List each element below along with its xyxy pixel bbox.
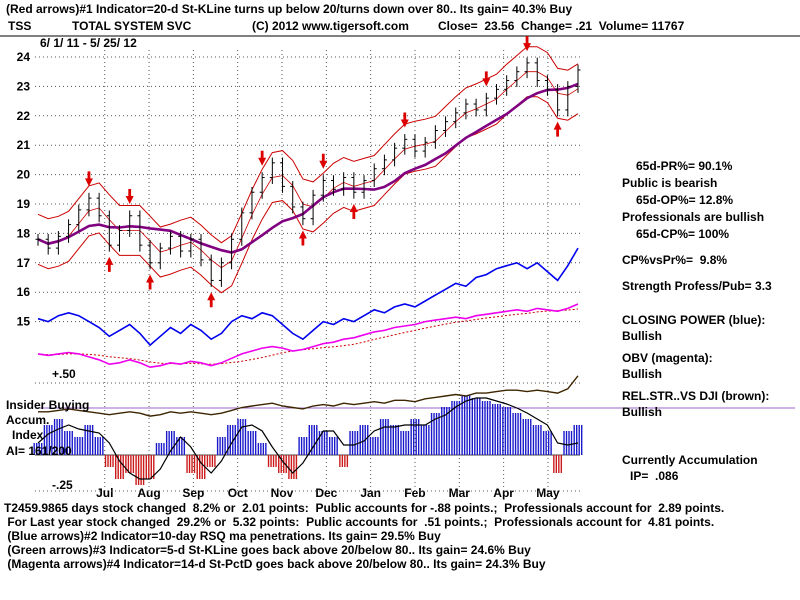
grid: 24 23 22 21 20 19 18 17 16 15 Jul Aug Sep Oct Nov Dec Ja… <box>0 35 800 500</box>
ticker-symbol: TSS <box>8 19 32 33</box>
y-axis-label: 19 <box>17 197 31 211</box>
ai-value: AI= 161/200 <box>6 444 72 458</box>
copyright-text: (C) 2012 www.tigersoft.com <box>252 19 409 33</box>
y-axis-label: 18 <box>17 226 31 240</box>
buy-arrow-icon <box>298 230 307 246</box>
sell-arrow-icon <box>319 153 328 169</box>
footer-stats-65d: T2459.9865 days stock changed 8.2% or 2.… <box>4 501 725 515</box>
indicator4-summary: (Magenta arrows)#4 Indicator=14-d St-Pct… <box>4 557 546 571</box>
x-axis-month-label: Jul <box>96 486 113 500</box>
company-name: TOTAL SYSTEM SVC <box>72 19 192 33</box>
x-axis-month-label: Sep <box>182 486 204 500</box>
sell-arrow-icon <box>482 71 491 87</box>
date-range: 6/ 1/ 11 - 5/ 25/ 12 <box>40 36 137 50</box>
professional-sentiment: Professionals are bullish <box>622 210 765 224</box>
footer-stats-year: For Last year stock changed 29.2% or 5.3… <box>4 515 715 529</box>
insider-buying-label: Insider Buying <box>6 398 90 412</box>
buy-arrow-icon <box>146 274 155 290</box>
lower-band-line <box>37 96 579 294</box>
sell-arrow-icon <box>400 112 409 128</box>
stat-65d-pr: 65d-PR%= 90.1% <box>636 159 733 173</box>
y-axis-label: 15 <box>17 315 31 329</box>
sell-arrow-icon <box>258 150 267 166</box>
signal-arrows <box>84 36 562 308</box>
ip-value: IP= .086 <box>630 469 679 483</box>
x-axis-month-label: Feb <box>404 486 425 500</box>
accumulation-envelope-line <box>37 397 579 480</box>
relstr-state: Bullish <box>622 405 663 419</box>
x-axis-month-label: Oct <box>228 486 248 500</box>
sell-arrow-icon <box>523 36 532 52</box>
obv-state: Bullish <box>622 367 663 381</box>
indicator3-summary: (Green arrows)#3 Indicator=5-d St-KLine … <box>4 543 531 557</box>
indicator2-summary: (Blue arrows)#2 Indicator=10-day RSQ ma … <box>4 529 441 543</box>
x-axis-month-label: Dec <box>315 486 337 500</box>
closing-power-line <box>37 247 579 347</box>
y-axis-label: 21 <box>17 138 31 152</box>
obv-label: OBV (magenta): <box>622 351 713 365</box>
subpanel-minus25-label: -.25 <box>52 478 73 492</box>
stat-65d-op: 65d-OP%= 12.8% <box>636 193 734 207</box>
x-axis-month-label: Nov <box>271 486 294 500</box>
stat-65d-cp: 65d-CP%= 100% <box>636 227 730 241</box>
closing-power-label: CLOSING POWER (blue): <box>622 313 766 327</box>
buy-arrow-icon <box>553 121 562 137</box>
buy-arrow-icon <box>207 292 216 308</box>
buy-arrow-icon <box>105 256 114 272</box>
sell-arrow-icon <box>125 189 134 204</box>
public-sentiment: Public is bearish <box>622 176 718 190</box>
index-label: Index <box>12 428 44 442</box>
x-axis-month-label: Aug <box>137 486 160 500</box>
relstr-label: REL.STR..VS DJI (brown): <box>622 389 770 403</box>
obv-line <box>37 303 579 369</box>
accum-label: Accum. <box>6 413 50 427</box>
mid-band-line <box>37 71 579 269</box>
y-axis-label: 22 <box>17 109 31 123</box>
y-axis-label: 16 <box>17 285 31 299</box>
indicator1-summary: (Red arrows)#1 Indicator=20-d St-KLine t… <box>6 2 573 16</box>
x-axis-month-label: May <box>536 486 560 500</box>
buy-arrow-icon <box>349 204 358 219</box>
accumulation-histogram <box>33 395 583 485</box>
price-bands <box>37 46 579 294</box>
y-axis-label: 17 <box>17 256 31 270</box>
sell-arrow-icon <box>84 171 93 187</box>
stat-cp-vs-pr: CP%vsPr%= 9.8% <box>622 253 728 267</box>
quote-summary: Close= 23.56 Change= .21 Volume= 11767 <box>438 19 685 33</box>
moving-average-line <box>37 82 579 254</box>
upper-band-line <box>37 46 579 244</box>
y-axis-label: 20 <box>17 168 31 182</box>
x-axis-month-label: Apr <box>493 486 514 500</box>
y-axis-label: 23 <box>17 79 31 93</box>
closing-power-state: Bullish <box>622 329 663 343</box>
accumulation-label: Currently Accumulation <box>622 453 758 467</box>
stat-strength-ratio: Strength Profess/Pub= 3.3 <box>622 279 772 293</box>
rel-str-line <box>38 375 579 417</box>
subpanel-plus50-label: +.50 <box>52 367 76 381</box>
price-candles <box>35 57 581 287</box>
x-axis-month-label: Jan <box>360 486 381 500</box>
x-axis-month-label: Mar <box>449 486 471 500</box>
y-axis-label: 24 <box>17 50 31 64</box>
